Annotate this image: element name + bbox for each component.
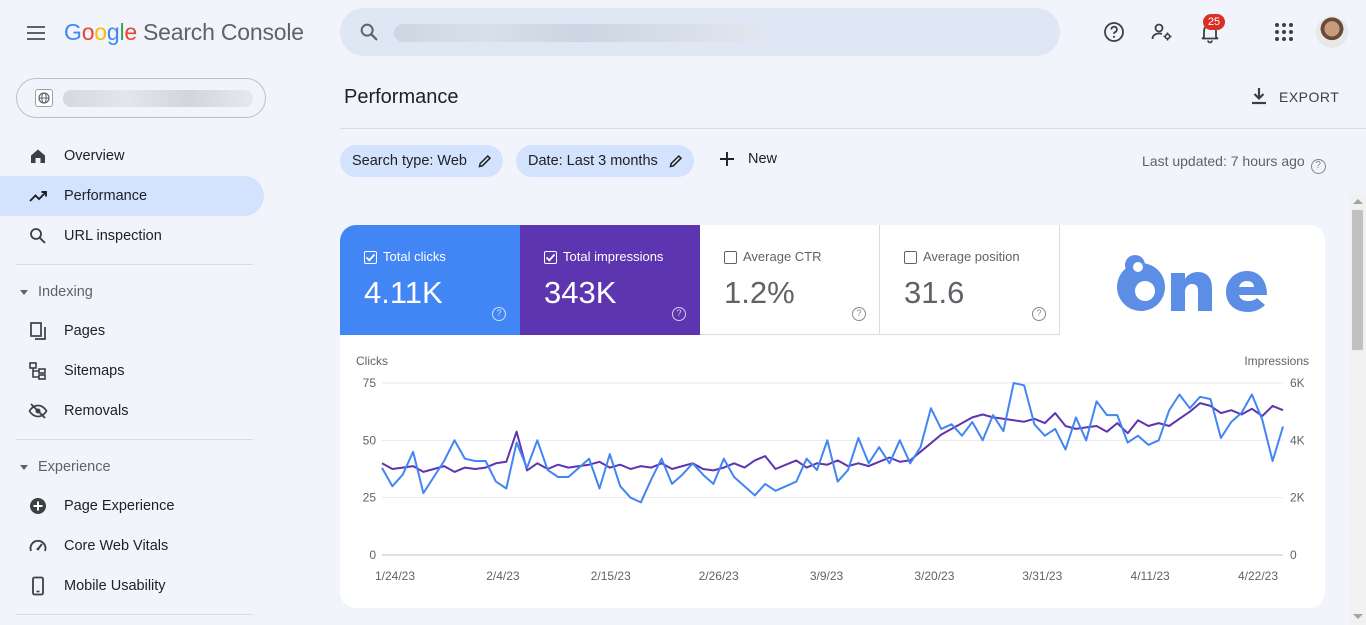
- scrollbar-thumb[interactable]: [1352, 210, 1363, 350]
- caret-down-icon: [20, 464, 28, 470]
- download-icon: [1252, 88, 1266, 105]
- sidebar: Overview Performance URL inspection Inde…: [0, 68, 272, 625]
- help-icon[interactable]: [1102, 20, 1126, 44]
- left-axis-label: Clicks: [356, 354, 388, 368]
- sidebar-item-url-inspection[interactable]: URL inspection: [0, 216, 264, 256]
- divider: [340, 128, 1366, 129]
- notification-badge: 25: [1203, 14, 1225, 30]
- x-tick-label: 4/11/23: [1131, 569, 1170, 583]
- checkbox-checked[interactable]: [544, 251, 557, 264]
- help-icon[interactable]: ?: [1032, 307, 1046, 321]
- brand-logo: [1117, 255, 1267, 312]
- pages-icon: [30, 322, 46, 340]
- help-icon[interactable]: ?: [852, 307, 866, 321]
- checkbox-unchecked[interactable]: [724, 251, 737, 264]
- x-tick-label: 1/24/23: [375, 569, 415, 583]
- edit-icon: [478, 154, 492, 168]
- help-icon[interactable]: ?: [1310, 159, 1326, 174]
- x-tick-label: 2/4/23: [486, 569, 520, 583]
- page-title: Performance: [344, 86, 459, 108]
- section-experience[interactable]: Experience: [20, 459, 111, 475]
- left-tick-label: 0: [369, 548, 376, 562]
- x-tick-label: 2/26/23: [699, 569, 739, 583]
- home-icon: [31, 149, 45, 163]
- search-icon: [360, 23, 378, 41]
- gauge-icon: [29, 539, 47, 552]
- edit-icon: [669, 154, 682, 168]
- property-icon: [35, 89, 53, 107]
- search-query-redacted: [394, 24, 764, 42]
- metric-average-position[interactable]: Average position 31.6 ?: [880, 225, 1060, 335]
- search-icon: [30, 228, 46, 244]
- left-tick-label: 50: [363, 433, 377, 447]
- sidebar-item-sitemaps[interactable]: Sitemaps: [0, 351, 264, 391]
- performance-chart[interactable]: Clicks Impressions 0 25 50 75 0 2K 4K 6K 1/24/23 2/…: [340, 350, 1325, 608]
- phone-icon: [32, 576, 44, 596]
- sidebar-item-overview[interactable]: Overview: [0, 136, 264, 176]
- manage-users-icon[interactable]: [1150, 20, 1174, 44]
- trending-up-icon: [29, 191, 47, 202]
- eye-off-icon: [28, 403, 48, 419]
- plus-circle-icon: [30, 498, 46, 514]
- x-tick-label: 4/22/23: [1238, 569, 1278, 583]
- right-tick-label: 2K: [1290, 491, 1305, 505]
- property-selector[interactable]: [16, 78, 266, 118]
- sidebar-item-performance[interactable]: Performance: [0, 176, 264, 216]
- last-updated-text: Last updated: 7 hours ago?: [1142, 153, 1326, 174]
- scroll-up-arrow[interactable]: [1353, 199, 1363, 204]
- right-tick-label: 0: [1290, 548, 1297, 562]
- checkbox-checked[interactable]: [364, 251, 377, 264]
- help-icon[interactable]: ?: [672, 307, 686, 321]
- sidebar-item-core-web-vitals[interactable]: Core Web Vitals: [0, 526, 264, 566]
- x-tick-label: 3/20/23: [914, 569, 954, 583]
- divider: [16, 439, 253, 440]
- left-tick-label: 75: [363, 376, 377, 390]
- sidebar-item-removals[interactable]: Removals: [0, 391, 264, 431]
- x-tick-label: 2/15/23: [591, 569, 631, 583]
- metric-average-ctr[interactable]: Average CTR 1.2% ?: [700, 225, 880, 335]
- apps-grid-icon[interactable]: [1272, 20, 1296, 44]
- performance-card: Total clicks 4.11K ? Total impressions 3…: [340, 225, 1325, 608]
- right-tick-label: 4K: [1290, 433, 1305, 447]
- sitemap-icon: [29, 362, 46, 380]
- sidebar-item-page-experience[interactable]: Page Experience: [0, 486, 264, 526]
- search-console-logo[interactable]: Google Search Console: [64, 19, 304, 45]
- sidebar-item-pages[interactable]: Pages: [0, 311, 264, 351]
- property-name-redacted: [63, 90, 253, 107]
- avatar[interactable]: [1316, 16, 1348, 48]
- left-tick-label: 25: [363, 491, 377, 505]
- x-tick-label: 3/9/23: [810, 569, 844, 583]
- help-icon[interactable]: ?: [492, 307, 506, 321]
- divider: [16, 264, 253, 265]
- caret-down-icon: [20, 289, 28, 295]
- checkbox-unchecked[interactable]: [904, 251, 917, 264]
- top-app-bar: Google Search Console 25: [0, 0, 1366, 68]
- filter-chip-date[interactable]: Date: Last 3 months: [516, 145, 694, 177]
- sidebar-item-mobile-usability[interactable]: Mobile Usability: [0, 566, 264, 606]
- product-name: Search Console: [143, 19, 304, 45]
- filter-chip-search-type[interactable]: Search type: Web: [340, 145, 503, 177]
- metric-total-impressions[interactable]: Total impressions 343K ?: [520, 225, 700, 335]
- plus-icon: [720, 152, 734, 166]
- scroll-down-arrow[interactable]: [1353, 614, 1363, 619]
- right-tick-label: 6K: [1290, 376, 1305, 390]
- menu-icon[interactable]: [24, 22, 48, 46]
- section-indexing[interactable]: Indexing: [20, 284, 93, 300]
- series-line-clicks: [381, 382, 1284, 504]
- right-axis-label: Impressions: [1244, 354, 1309, 368]
- divider: [16, 614, 253, 615]
- metric-total-clicks[interactable]: Total clicks 4.11K ?: [340, 225, 520, 335]
- x-tick-label: 3/31/23: [1022, 569, 1062, 583]
- search-input[interactable]: [340, 8, 1060, 56]
